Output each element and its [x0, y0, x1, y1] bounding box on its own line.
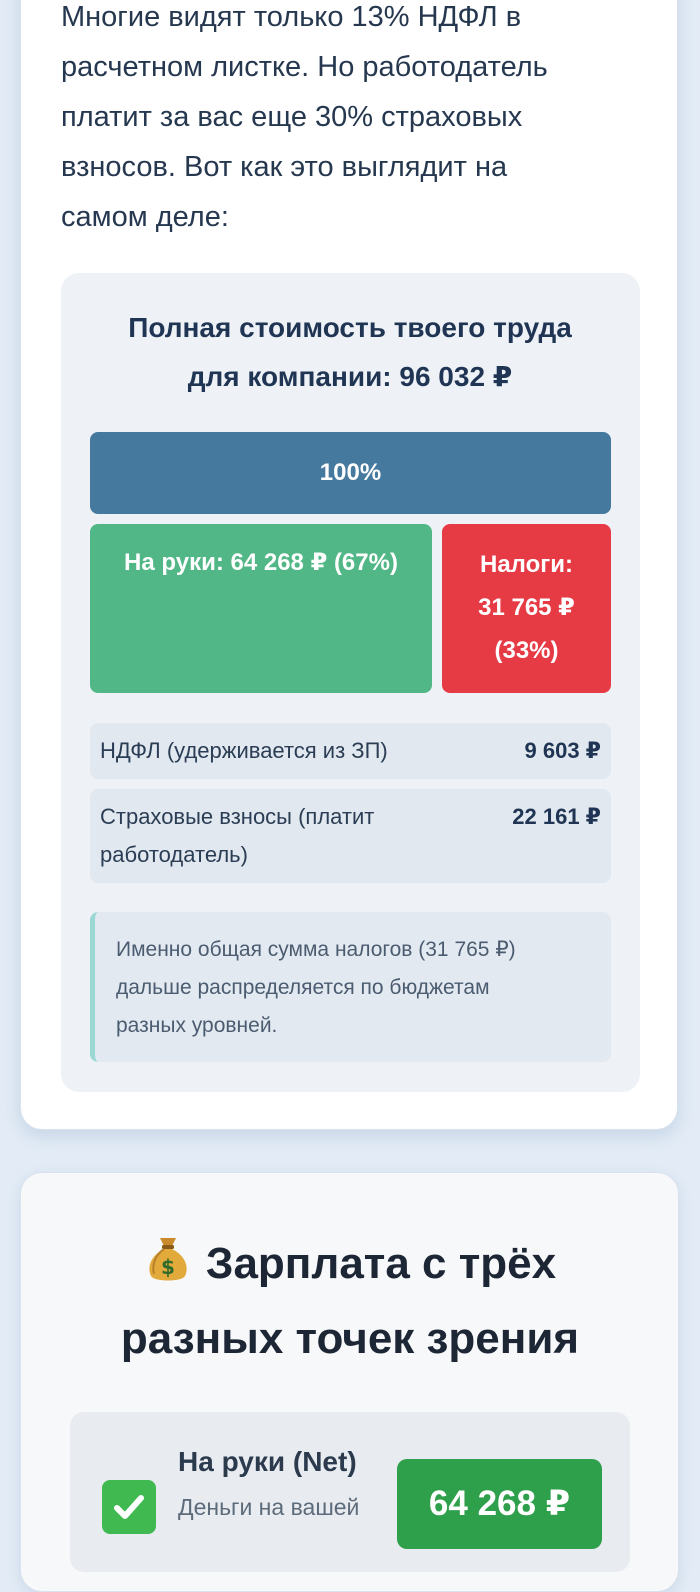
perspectives-title-text: Зарплата с трёх	[205, 1239, 557, 1288]
intro-line: самом деле:	[61, 201, 229, 233]
intro-line: платит за вас еще 30% страховых	[61, 101, 523, 133]
insurance-label-line: Страховые взносы (платит	[100, 804, 375, 829]
labor-cost-title-line: для компании: 96 032 ₽	[187, 361, 513, 392]
labor-cost-title-line: Полная стоимость твоего труда	[128, 312, 572, 343]
tax-bar-line: (33%)	[494, 637, 559, 664]
tax-bar: Налоги: 31 765 ₽ (33%)	[442, 524, 611, 693]
net-bar: На руки: 64 268 ₽ (67%)	[90, 524, 432, 693]
perspectives-title-line-2: разных точек зрения	[120, 1314, 580, 1363]
intro-text: Многие видят только 13% НДФЛ в расчетном…	[61, 0, 621, 242]
insurance-value: 22 161 ₽	[512, 804, 601, 829]
note-line: разных уровней.	[116, 1014, 278, 1037]
insurance-label-line: работодатель)	[100, 842, 248, 867]
net-salary-title: На руки (Net)	[178, 1446, 357, 1477]
check-icon	[102, 1480, 156, 1534]
intro-line: взносов. Вот как это выглядит на	[61, 151, 508, 183]
insurance-row: Страховые взносы (платит работодатель) 2…	[90, 789, 611, 883]
tax-bar-line: Налоги:	[479, 551, 573, 578]
note-line: дальше распределяется по бюджетам	[116, 976, 490, 999]
tax-bar-line: 31 765 ₽	[478, 594, 575, 621]
insurance-label: Страховые взносы (платит работодатель)	[100, 798, 430, 874]
ndfl-row: НДФЛ (удерживается из ЗП) 9 603 ₽	[90, 723, 611, 779]
note-line: Именно общая сумма налогов (31 765 ₽)	[116, 938, 516, 961]
perspectives-title-line-1: $ Зарплата с трёх	[0, 1226, 700, 1301]
labor-cost-title: Полная стоимость твоего труда для компан…	[0, 303, 700, 401]
intro-line: расчетном листке. Но работодатель	[61, 51, 548, 83]
total-bar: 100%	[90, 432, 611, 514]
ndfl-value: 9 603 ₽	[524, 738, 601, 763]
intro-line: Многие видят только 13% НДФЛ в	[61, 1, 522, 33]
svg-text:$: $	[161, 1255, 175, 1279]
net-salary-amount: 64 268 ₽	[397, 1459, 602, 1549]
tax-distribution-note: Именно общая сумма налогов (31 765 ₽) да…	[90, 912, 611, 1062]
ndfl-label: НДФЛ (удерживается из ЗП)	[100, 738, 388, 763]
check-mark-glyph	[114, 1495, 144, 1519]
net-bar-label: На руки: 64 268 ₽ (67%)	[124, 549, 398, 576]
total-bar-label: 100%	[319, 459, 382, 486]
perspectives-title: $ Зарплата с трёх разных точек зрения	[0, 1226, 700, 1376]
net-salary-subtitle: Деньги на вашей	[178, 1494, 360, 1520]
money-bag-icon: $	[149, 1238, 187, 1281]
